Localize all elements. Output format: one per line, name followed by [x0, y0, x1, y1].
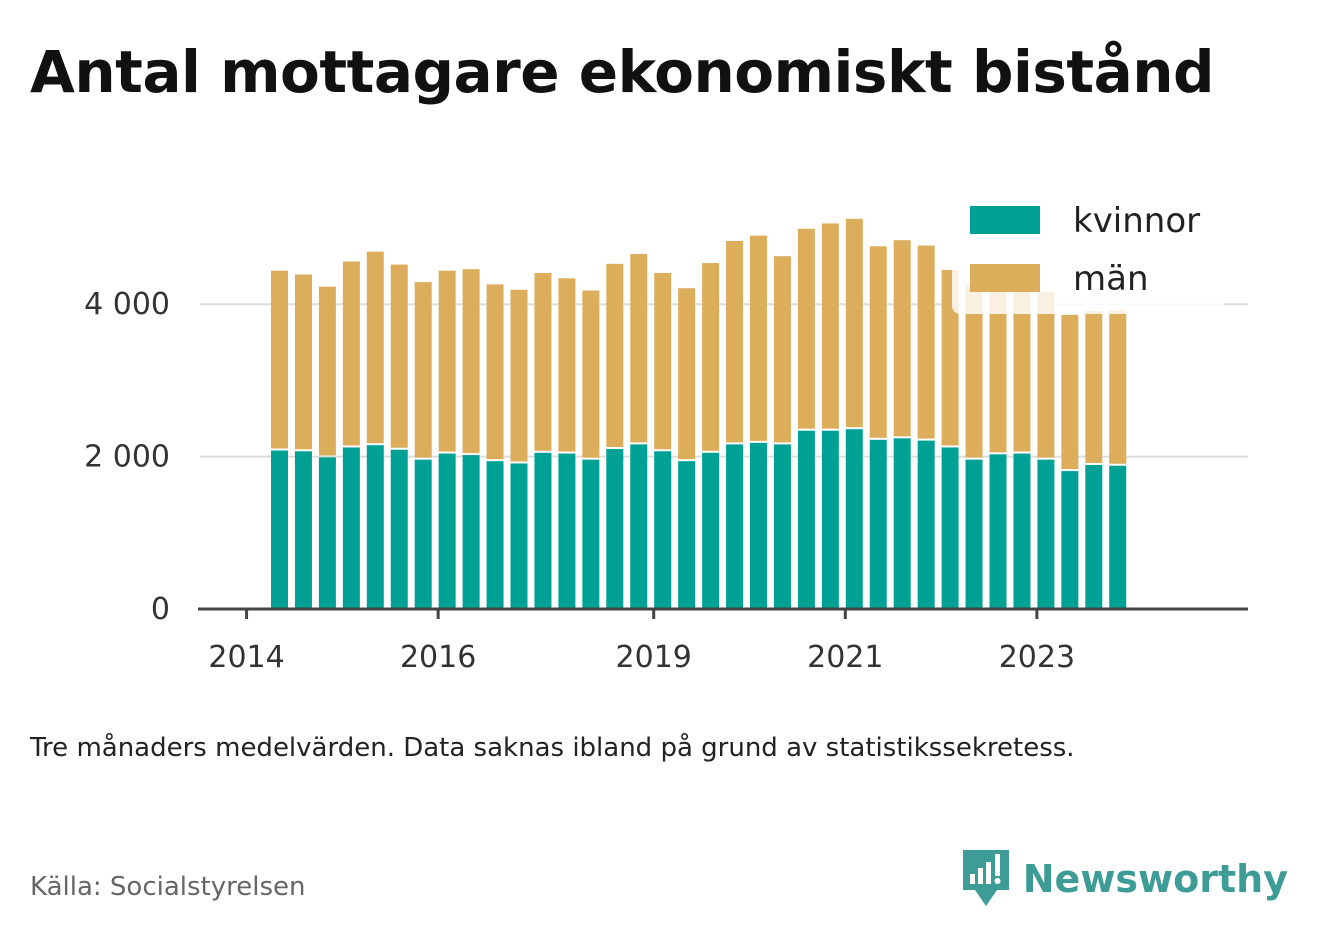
- bar-man: [318, 286, 336, 456]
- bar-kvinnor: [294, 451, 312, 609]
- y-tick-label: 0: [151, 592, 170, 627]
- bar-man: [630, 253, 648, 443]
- bar-kvinnor: [893, 438, 911, 609]
- bar-man: [797, 228, 815, 429]
- bar-man: [414, 282, 432, 458]
- bar-man: [773, 256, 791, 443]
- bar-man: [438, 270, 456, 452]
- bar-kvinnor: [558, 453, 576, 609]
- legend-swatch: [970, 206, 1040, 234]
- newsworthy-logo-icon: [962, 850, 1009, 906]
- bar-man: [726, 240, 744, 443]
- bar-kvinnor: [965, 459, 983, 609]
- bar-kvinnor: [869, 439, 887, 609]
- bar-man: [702, 263, 720, 451]
- bar-man: [1085, 311, 1103, 463]
- bar-kvinnor: [366, 445, 384, 609]
- bar-kvinnor: [750, 442, 767, 609]
- bar-man: [750, 235, 767, 441]
- bar-man: [1037, 292, 1055, 458]
- bar-man: [654, 272, 672, 450]
- bar-man: [1109, 310, 1127, 464]
- bar-man: [941, 269, 959, 446]
- x-tick-label: 2019: [616, 640, 692, 675]
- bar-kvinnor: [630, 444, 648, 609]
- bar-man: [869, 246, 887, 438]
- brand-name: Newsworthy: [1022, 857, 1288, 901]
- bar-man: [534, 272, 552, 451]
- bar-kvinnor: [989, 454, 1007, 609]
- bar-kvinnor: [486, 461, 504, 609]
- bar-man: [678, 288, 696, 460]
- bar-kvinnor: [941, 447, 959, 609]
- bars-group: [271, 218, 1127, 609]
- bar-man: [510, 289, 528, 462]
- bar-man: [821, 223, 839, 429]
- chart-note: Tre månaders medelvärden. Data saknas ib…: [30, 733, 1075, 763]
- bar-man: [366, 251, 384, 444]
- bar-kvinnor: [702, 452, 720, 609]
- bar-kvinnor: [1085, 464, 1103, 609]
- bar-kvinnor: [821, 430, 839, 609]
- bar-kvinnor: [845, 429, 863, 609]
- bar-man: [1061, 314, 1079, 470]
- x-tick-label: 2014: [208, 640, 284, 675]
- bar-kvinnor: [318, 457, 336, 609]
- bar-man: [965, 285, 983, 458]
- bar-man: [390, 264, 408, 448]
- bar-man: [893, 240, 911, 437]
- x-tick-label: 2023: [999, 640, 1075, 675]
- legend-label: män: [1073, 259, 1149, 299]
- y-tick-label: 2 000: [84, 440, 170, 475]
- source-label: Källa: Socialstyrelsen: [30, 872, 306, 902]
- chart-area: 0 2 000 4 000 2014 2016 2019 2021 2023 kvinnor m…: [84, 186, 1248, 675]
- legend-label: kvinnor: [1073, 201, 1200, 241]
- bar-kvinnor: [510, 463, 528, 609]
- bar-man: [486, 284, 504, 460]
- x-tick-label: 2021: [807, 640, 883, 675]
- bar-kvinnor: [534, 452, 552, 609]
- bar-man: [558, 278, 576, 452]
- bar-kvinnor: [678, 461, 696, 609]
- bar-kvinnor: [582, 459, 600, 609]
- chart-title: Antal mottagare ekonomiskt bistånd: [30, 38, 1215, 106]
- y-tick-label: 4 000: [84, 287, 170, 322]
- bar-kvinnor: [342, 447, 360, 609]
- bar-kvinnor: [390, 449, 408, 609]
- x-tick-label: 2016: [400, 640, 476, 675]
- axes: 0 2 000 4 000 2014 2016 2019 2021 2023: [84, 287, 1248, 675]
- legend: kvinnor män: [952, 186, 1224, 314]
- bar-man: [271, 270, 288, 449]
- bar-kvinnor: [1037, 459, 1055, 609]
- bar-man: [294, 274, 312, 450]
- bar-man: [582, 290, 600, 458]
- bar-kvinnor: [797, 430, 815, 609]
- bar-kvinnor: [414, 459, 432, 609]
- bar-kvinnor: [917, 440, 935, 609]
- bar-man: [462, 269, 480, 454]
- bar-kvinnor: [1109, 465, 1127, 609]
- bar-kvinnor: [1013, 453, 1031, 609]
- bar-kvinnor: [1061, 471, 1079, 609]
- bar-kvinnor: [606, 448, 624, 609]
- bar-man: [917, 245, 935, 439]
- bar-man: [845, 218, 863, 428]
- newsworthy-logo: Newsworthy: [961, 848, 1288, 910]
- bar-man: [989, 284, 1007, 453]
- bar-kvinnor: [654, 451, 672, 609]
- bar-man: [606, 263, 624, 447]
- bar-man: [1013, 277, 1031, 452]
- bar-kvinnor: [271, 450, 288, 609]
- bar-kvinnor: [462, 455, 480, 609]
- bar-kvinnor: [438, 453, 456, 609]
- bar-kvinnor: [773, 444, 791, 609]
- bar-man: [342, 261, 360, 446]
- bar-kvinnor: [726, 444, 744, 609]
- legend-swatch: [970, 264, 1040, 292]
